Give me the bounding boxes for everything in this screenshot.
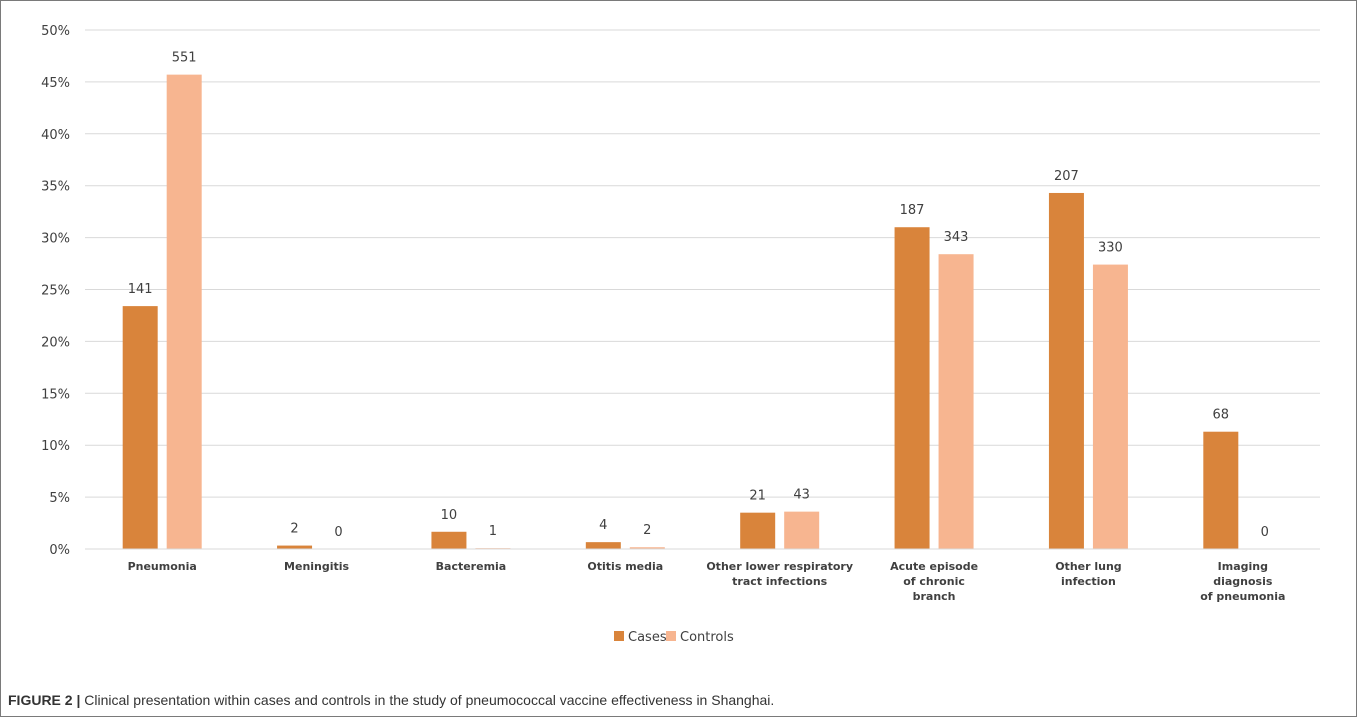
x-tick-label: Bacteremia	[436, 560, 507, 573]
data-label: 141	[128, 282, 153, 297]
x-tick-label-line: infection	[1061, 575, 1116, 588]
data-label: 2	[290, 522, 298, 537]
bar-cases	[585, 542, 621, 549]
y-tick-label: 40%	[41, 128, 70, 143]
x-tick-label-line: Meningitis	[284, 560, 350, 573]
x-tick-label: Acute episode of chronic branch	[890, 560, 978, 603]
data-label: 343	[944, 230, 969, 245]
x-tick-label-line: Other lower respiratory	[706, 560, 853, 573]
data-label: 43	[793, 488, 810, 503]
data-label: 2	[643, 523, 651, 538]
legend-label-cases: Cases	[628, 630, 667, 645]
data-label: 0	[334, 525, 342, 540]
x-tick-label-line: branch	[913, 590, 956, 603]
bar-cases	[1203, 431, 1239, 549]
y-tick-label: 0%	[49, 543, 70, 558]
data-label: 551	[172, 51, 197, 66]
x-tick-label: Meningitis	[284, 560, 350, 573]
x-tick-label-line: of pneumonia	[1200, 590, 1285, 603]
data-label: 4	[599, 518, 607, 533]
y-tick-label: 45%	[41, 76, 70, 91]
bar-cases	[277, 545, 313, 549]
data-label: 68	[1213, 408, 1230, 423]
bar-cases	[894, 227, 930, 549]
y-tick-label: 30%	[41, 232, 70, 247]
legend-swatch-controls	[666, 631, 676, 641]
data-label: 330	[1098, 241, 1123, 256]
caption-text: Clinical presentation within cases and c…	[84, 692, 775, 708]
x-tick-label: Imaging diagnosis of pneumonia	[1200, 560, 1285, 603]
legend-swatch-cases	[614, 631, 624, 641]
x-tick-label: Other lung infection	[1055, 560, 1121, 588]
data-label: 1	[489, 524, 497, 539]
x-tick-label-line: of chronic	[903, 575, 965, 588]
y-tick-label: 15%	[41, 387, 70, 402]
x-tick-label: Other lower respiratory tract infections	[706, 560, 853, 588]
bar-controls	[1092, 264, 1128, 549]
data-label: 0	[1261, 525, 1269, 540]
bar-cases	[740, 512, 776, 549]
x-tick-label-line: Other lung	[1055, 560, 1121, 573]
x-tick-label-line: Imaging	[1218, 560, 1268, 573]
bar-cases	[431, 531, 467, 549]
data-label: 10	[441, 508, 458, 523]
x-tick-label-line: Otitis media	[587, 560, 663, 573]
x-tick-label-line: diagnosis	[1213, 575, 1273, 588]
bar-controls	[166, 74, 202, 549]
bar-cases	[122, 306, 158, 549]
y-tick-label: 35%	[41, 180, 70, 195]
bar-cases	[1048, 192, 1084, 549]
x-tick-label-line: Pneumonia	[128, 560, 197, 573]
bar-controls	[784, 511, 820, 549]
bar-controls	[629, 547, 665, 549]
y-tick-label: 10%	[41, 439, 70, 454]
figure-caption: FIGURE 2 | Clinical presentation within …	[8, 692, 774, 708]
data-label: 21	[749, 489, 766, 504]
data-label: 187	[900, 203, 925, 218]
bar-controls	[938, 254, 974, 549]
x-tick-label-line: tract infections	[732, 575, 827, 588]
x-tick-label-line: Acute episode	[890, 560, 978, 573]
y-tick-label: 25%	[41, 284, 70, 299]
data-label: 207	[1054, 169, 1079, 184]
x-tick-label-line: Bacteremia	[436, 560, 507, 573]
y-tick-label: 20%	[41, 335, 70, 350]
y-tick-label: 5%	[49, 491, 70, 506]
x-tick-label: Otitis media	[587, 560, 663, 573]
x-tick-label: Pneumonia	[128, 560, 197, 573]
legend-label-controls: Controls	[680, 630, 734, 645]
y-tick-label: 50%	[41, 24, 70, 39]
caption-label: FIGURE 2 |	[8, 692, 81, 708]
